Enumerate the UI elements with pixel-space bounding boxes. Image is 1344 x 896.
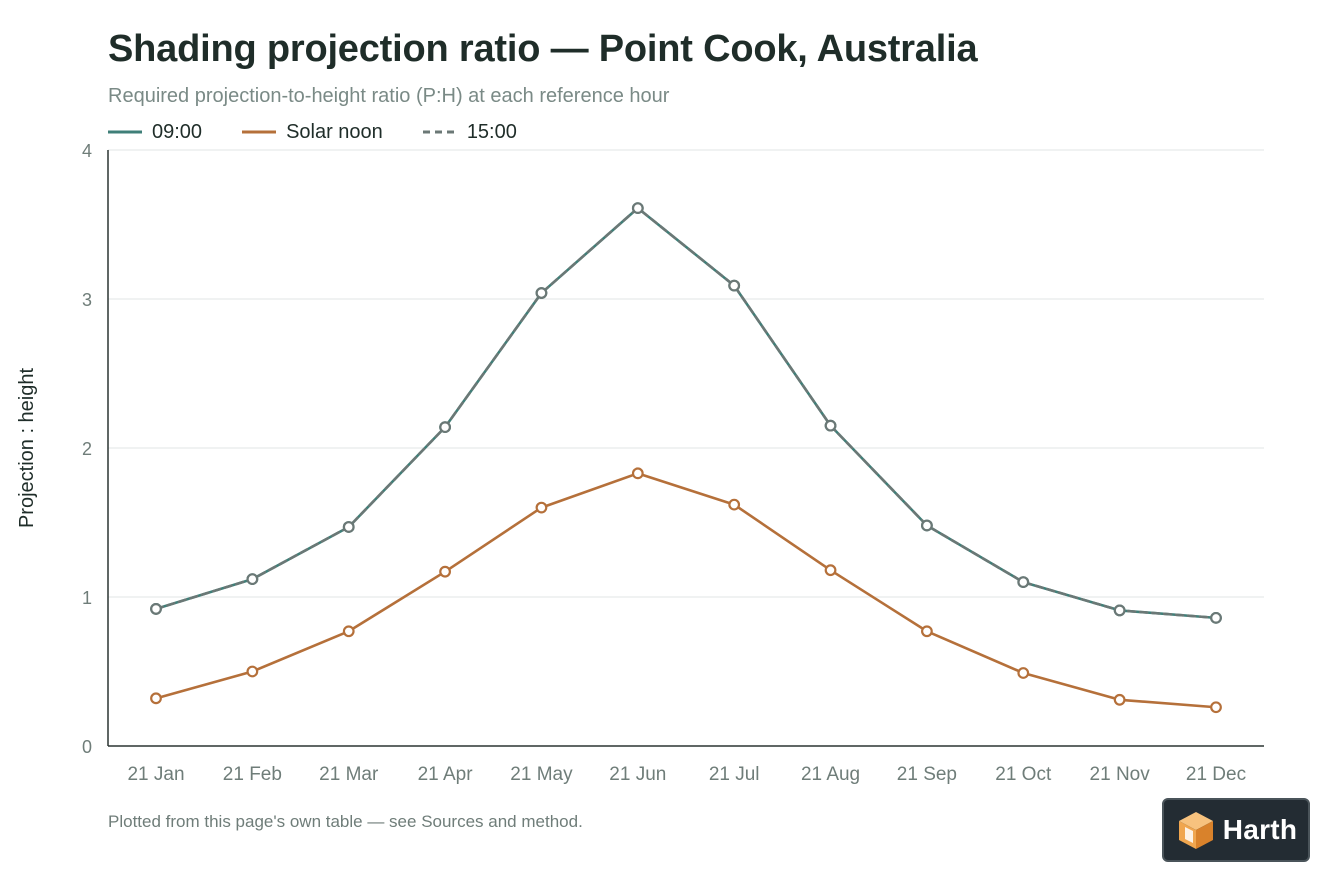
chart-title: Shading projection ratio — Point Cook, A… [108,28,978,70]
harth-logo: Harth [1162,798,1310,862]
legend-swatch-solar-noon [242,130,277,134]
x-tick-label: 21 Dec [1186,764,1246,785]
y-tick-label: 2 [82,439,92,459]
series-2-point [921,519,933,532]
legend-item-0900: 09:00 [108,121,202,144]
legend-swatch-1500 [422,130,457,134]
y-tick-label: 1 [82,588,92,608]
series-2-point [824,419,837,432]
logo-text: Harth [1222,814,1298,845]
y-axis-label: Projection : height [16,368,38,529]
series-1-point [921,625,933,638]
series-1-point [439,565,451,578]
x-tick-label: 21 Jul [709,764,760,785]
x-tick-label: 21 Mar [319,764,379,785]
x-tick-label: 21 Oct [995,764,1052,785]
series-1-point [1017,667,1030,679]
series-1-point [1113,693,1126,706]
x-tick-label: 21 Feb [223,764,282,785]
legend-swatch-0900 [108,130,142,134]
x-tick-label: 21 Aug [801,764,860,785]
series-2-point [631,202,644,215]
series-2-point [150,603,162,615]
legend-label-1500: 15:00 [466,120,517,143]
chart-legend: 09:00 Solar noon 15:00 [108,119,557,145]
series-2-point [1017,576,1030,588]
series-2-point [1113,604,1126,617]
x-tick-label: 21 Nov [1090,764,1151,785]
x-tick-label: 21 Sep [897,764,957,785]
series-2-point [728,279,741,292]
series-2-point [439,421,451,434]
series-1-point [342,625,355,638]
series-1-point [246,665,259,678]
chart-footnote: Plotted from this page's own table — see… [108,812,583,831]
x-tick-label: 21 Apr [418,764,474,785]
series-line-1 [154,472,1218,709]
series-1-point [150,692,162,705]
chart-subtitle: Required projection-to-height ratio (P:H… [108,85,670,107]
legend-label-solar-noon: Solar noon [286,120,383,143]
y-tick-label: 4 [82,141,92,161]
series-1-point [824,564,837,577]
series-1-point [1210,701,1222,714]
series-1-point [728,498,741,511]
x-tick-label: 21 May [510,764,573,785]
series-2-point [1210,611,1222,624]
series-2-point [535,287,548,299]
series-2-point [342,521,355,533]
x-tick-label: 21 Jun [609,764,666,785]
series-2-point [246,573,259,586]
y-tick-label: 0 [82,737,92,757]
legend-item-solar-noon: Solar noon [242,121,383,144]
series-line-0 [154,206,1218,620]
legend-label-0900: 09:00 [152,120,203,143]
cube-icon [1178,812,1213,849]
series-1-point [631,467,644,480]
y-tick-label: 3 [82,290,92,310]
series-line-2 [154,206,1218,620]
x-tick-label: 21 Jan [127,764,184,785]
legend-item-1500: 15:00 [422,120,517,144]
series-1-point [535,501,548,514]
